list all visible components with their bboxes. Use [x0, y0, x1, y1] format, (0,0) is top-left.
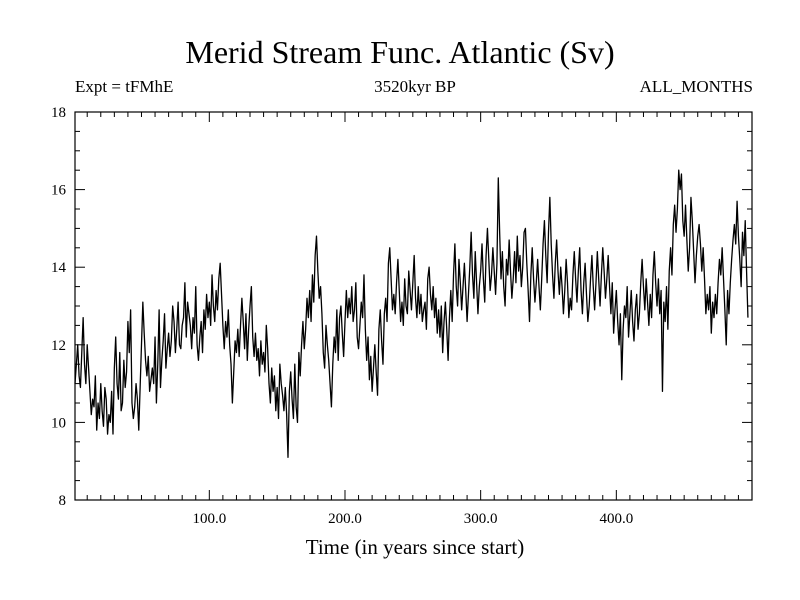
y-tick-label: 18 — [51, 105, 66, 121]
months-label: ALL_MONTHS — [639, 77, 753, 96]
period-label: 3520kyr BP — [374, 77, 456, 96]
y-tick-label: 12 — [51, 338, 66, 354]
y-tick-label: 10 — [51, 415, 66, 431]
plot-frame — [74, 111, 753, 501]
y-tick-label: 14 — [51, 260, 67, 276]
experiment-label: Expt = tFMhE — [75, 77, 174, 96]
x-tick-label: 300.0 — [464, 511, 498, 527]
y-tick-label: 8 — [59, 493, 67, 509]
x-tick-label: 200.0 — [328, 511, 362, 527]
x-axis-label: Time (in years since start) — [305, 535, 525, 559]
series-line-0 — [74, 169, 749, 458]
x-tick-label: 400.0 — [599, 511, 633, 527]
x-tick-label: 100.0 — [192, 511, 226, 527]
y-tick-label: 16 — [51, 183, 67, 199]
chart-title: Merid Stream Func. Atlantic (Sv) — [185, 34, 615, 70]
